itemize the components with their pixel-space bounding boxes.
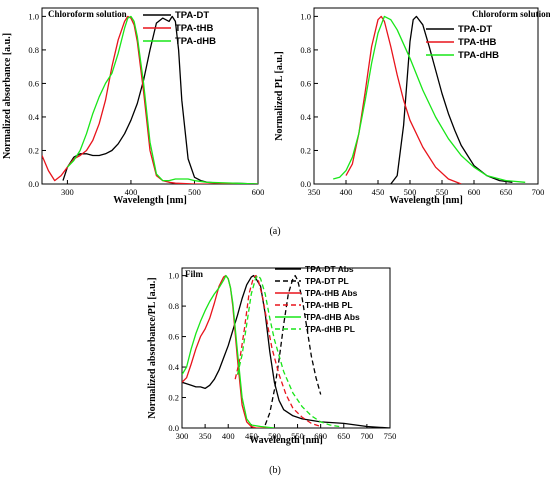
chart-b-frame (181, 267, 391, 429)
chart-a-left-annotation: Chloroform solution (48, 9, 127, 19)
chart-b-xtick-label: 350 (199, 431, 212, 441)
chart-b-series-tpa-dhb-pl (236, 274, 340, 428)
chart-a-left-xtick-label: 300 (61, 187, 74, 197)
chart-a-left-xtick-label: 500 (188, 187, 201, 197)
chart-b-legend-label-tpa-thb-pl: TPA-tHB PL (305, 300, 353, 310)
chart-b-xtick-label: 300 (176, 431, 189, 441)
chart-b-series-tpa-thb-pl (234, 274, 321, 428)
chart-a-left-xtick-label: 600 (252, 187, 265, 197)
chart-b-ytick-label: 0.4 (168, 362, 179, 372)
chart-b-xtick-label: 550 (291, 431, 304, 441)
chart-b-ytick-label: 1.0 (168, 271, 179, 281)
chart-a-right-frame (313, 7, 539, 185)
chart-b-legend-label-tpa-dhb-abs: TPA-dHB Abs (305, 312, 360, 322)
chart-b-xtick-label: 500 (268, 431, 281, 441)
chart-b-legend-label-tpa-dt-pl: TPA-DT PL (305, 276, 349, 286)
chart-b-series-tpa-thb-abs (182, 274, 275, 428)
chart-b-xtick-label: 600 (314, 431, 327, 441)
chart-a-left-ytick-label: 0.0 (28, 179, 39, 189)
chart-b-xtick-label: 400 (222, 431, 235, 441)
chart-a-left-xtick-label: 400 (125, 187, 138, 197)
chart-a-right-xtick-label: 600 (468, 187, 481, 197)
chart-a-right-ytick-label: 0.0 (300, 179, 311, 189)
chart-a-right-legend-label-tpa-dhb: TPA-dHB (458, 50, 499, 61)
chart-a-right-xtick-label: 550 (436, 187, 449, 197)
chart-a-left-legend-label-tpa-dt: TPA-DT (175, 10, 209, 21)
chart-b-x-axis-label: Wavelength [nm] (249, 435, 323, 446)
chart-b-ytick-label: 0.2 (168, 393, 179, 403)
caption-b: (b) (269, 465, 281, 476)
chart-a-left-ytick-label: 0.4 (28, 112, 39, 122)
chart-b-series-tpa-dt-pl (264, 274, 322, 426)
chart-a-right-ytick-label: 0.2 (300, 145, 311, 155)
chart-panel-a-absorbance: 300 400 500 600 0.0 0.2 0.4 0.6 0.8 1.0 Wavelength… (2, 7, 265, 206)
chart-a-left-ytick-label: 0.8 (28, 45, 39, 55)
chart-b-xtick-label: 750 (384, 431, 397, 441)
chart-b-xtick-label: 650 (337, 431, 350, 441)
chart-a-right-legend-label-tpa-thb: TPA-tHB (458, 37, 496, 48)
chart-b-y-axis-label: Normalized absorbance/PL [a.u.] (147, 277, 158, 418)
chart-a-right-ytick-label: 0.8 (300, 45, 311, 55)
chart-a-left-ytick-label: 0.6 (28, 78, 39, 88)
chart-b-legend-label-tpa-thb-abs: TPA-tHB Abs (305, 288, 358, 298)
chart-a-left-series-tpa-dhb (66, 15, 258, 184)
chart-b-xtick-label: 700 (361, 431, 374, 441)
chart-a-right-series-tpa-thb (345, 15, 462, 184)
chart-a-left-frame (41, 7, 259, 185)
chart-a-right-series-tpa-dt (390, 15, 513, 184)
chart-a-left-y-axis-label: Normalized absorbance [a.u.] (2, 33, 13, 159)
chart-panel-b-film: 300 350 400 450 500 550 600 650 700 750 0.0 0.2 0.4 0… (147, 264, 396, 446)
chart-a-right-x-axis-label: Wavelength [nm] (389, 195, 463, 206)
chart-a-right-legend-label-tpa-dt: TPA-DT (458, 24, 492, 35)
caption-a: (a) (269, 226, 280, 237)
chart-panel-a-pl: 350 400 450 500 550 600 650 700 0.0 0.2 0.4 0.6 0.8 1… (274, 7, 550, 206)
chart-b-ytick-label: 0.0 (168, 423, 179, 433)
chart-a-right-xtick-label: 400 (340, 187, 353, 197)
chart-b-ytick-label: 0.6 (168, 332, 179, 342)
chart-a-right-xtick-label: 700 (532, 187, 545, 197)
chart-a-right-ytick-label: 0.6 (300, 78, 311, 88)
chart-b-ytick-label: 0.8 (168, 301, 179, 311)
chart-a-right-ytick-label: 0.4 (300, 112, 311, 122)
chart-a-left-legend-label-tpa-thb: TPA-tHB (175, 23, 213, 34)
chart-a-right-xtick-label: 350 (308, 187, 321, 197)
chart-a-left-ytick-label: 1.0 (28, 11, 39, 21)
chart-a-right-ytick-label: 1.0 (300, 11, 311, 21)
chart-a-right-xtick-label: 500 (404, 187, 417, 197)
chart-a-left-legend-label-tpa-dhb: TPA-dHB (175, 36, 216, 47)
chart-a-right-y-axis-label: Normalized PL [a.u.] (274, 51, 285, 140)
chart-a-left-x-axis-label: Wavelength [nm] (113, 195, 187, 206)
chart-a-left-ytick-label: 0.2 (28, 145, 39, 155)
chart-a-right-xtick-label: 450 (372, 187, 385, 197)
chart-a-right-xtick-label: 650 (500, 187, 513, 197)
chart-a-left-series-tpa-dt (62, 15, 258, 184)
chart-b-legend-label-tpa-dt-abs: TPA-DT Abs (305, 264, 354, 274)
chart-b-legend-label-tpa-dhb-pl: TPA-dHB PL (305, 324, 355, 334)
chart-a-right-series-tpa-dhb (333, 15, 526, 183)
chart-a-right-annotation: Chloroform solution (472, 9, 550, 19)
chart-b-series-tpa-dhb-abs (182, 274, 275, 428)
chart-b-xtick-label: 450 (245, 431, 258, 441)
chart-b-series-tpa-dt-abs (182, 274, 390, 428)
chart-b-annotation: Film (185, 269, 203, 279)
